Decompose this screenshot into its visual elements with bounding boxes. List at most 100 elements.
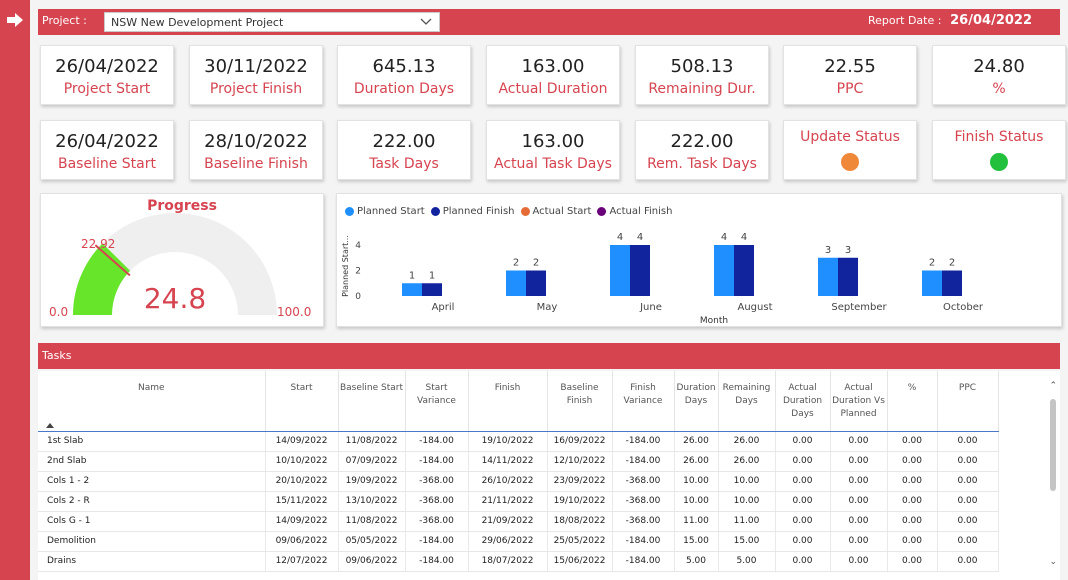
table-cell: 26.00 (674, 451, 719, 472)
table-cell: 0.00 (937, 511, 999, 532)
table-cell: -184.00 (405, 431, 469, 452)
column-header[interactable]: Finish Variance (612, 371, 675, 432)
column-header[interactable]: Remaining Days (718, 371, 776, 432)
sort-ascending-icon[interactable] (46, 422, 54, 428)
bar-planned-start (506, 270, 526, 296)
table-row[interactable]: Drains 12/07/2022 09/06/2022 -184.00 18/07/2… (38, 551, 999, 572)
bar-planned-start (714, 245, 734, 296)
x-axis-label: Month (700, 316, 728, 326)
table-cell: 5.00 (674, 551, 719, 572)
table-row[interactable]: Cols 1 - 2 20/10/2022 19/09/2022 -368.00 26/… (38, 471, 999, 492)
table-row[interactable]: 2nd Slab 10/10/2022 07/09/2022 -184.00 14/11… (38, 451, 999, 472)
column-header[interactable]: % (887, 371, 938, 432)
table-cell: 11/08/2022 (338, 511, 406, 532)
scroll-up-icon[interactable]: ⌃ (1049, 381, 1057, 391)
column-header[interactable]: Duration Days (674, 371, 719, 432)
legend-item-actual-start[interactable]: Actual Start (520, 206, 591, 217)
table-row[interactable]: Cols 2 - R 15/11/2022 13/10/2022 -368.00 21/… (38, 491, 999, 512)
table-cell: 19/10/2022 (468, 431, 548, 452)
column-header[interactable]: Actual Duration Vs Planned (830, 371, 888, 432)
bar-data-label: 2 (929, 258, 935, 269)
navigate-arrow-icon[interactable] (4, 10, 26, 30)
table-cell: 0.00 (775, 531, 831, 552)
table-row[interactable]: 1st Slab 14/09/2022 11/08/2022 -184.00 19/10… (38, 431, 999, 452)
kpi-caption: Baseline Finish (204, 156, 308, 172)
table-cell: 12/07/2022 (264, 551, 339, 572)
vertical-scrollbar[interactable]: ⌃ ⌄ (1044, 371, 1060, 580)
table-cell: 16/09/2022 (547, 431, 613, 452)
column-header[interactable]: Finish (468, 371, 548, 432)
legend-item-planned-finish[interactable]: Planned Finish (430, 206, 515, 217)
legend-swatch (520, 207, 530, 216)
table-row[interactable]: Cols G - 1 14/09/2022 11/08/2022 -368.00 21/… (38, 511, 999, 532)
column-header[interactable]: Actual Duration Days (775, 371, 831, 432)
table-cell: 10.00 (718, 491, 776, 512)
table-cell: -368.00 (405, 511, 469, 532)
column-header-label: Start Variance (417, 383, 456, 406)
table-cell: 09/06/2022 (264, 531, 339, 552)
table-cell: 18/07/2022 (468, 551, 548, 572)
kpi-value: 508.13 (670, 56, 734, 77)
table-cell: 20/10/2022 (264, 471, 339, 492)
kpi-value: 30/11/2022 (204, 56, 308, 77)
kpi-percent: 24.80 % (932, 45, 1066, 105)
kpi-caption: Project Start (63, 81, 151, 97)
gauge-min-label: 0.0 (49, 305, 68, 319)
bar-planned-finish (734, 245, 754, 296)
kpi-value: 24.80 (973, 56, 1025, 77)
kpi-project-start: 26/04/2022 Project Start (40, 45, 174, 105)
legend-item-actual-finish[interactable]: Actual Finish (597, 206, 672, 217)
column-header-label: Actual Duration Vs Planned (832, 383, 885, 419)
table-cell: 14/09/2022 (264, 431, 339, 452)
x-tick-label: August (738, 302, 773, 313)
column-header-label: Actual Duration Days (782, 383, 823, 419)
table-cell: 26.00 (718, 431, 776, 452)
project-dropdown[interactable]: NSW New Development Project (104, 12, 440, 32)
table-cell: 15/06/2022 (547, 551, 613, 572)
kpi-value: 26/04/2022 (55, 131, 159, 152)
column-header[interactable]: Baseline Finish (547, 371, 613, 432)
table-cell: 10.00 (674, 471, 719, 492)
left-rail (0, 0, 30, 580)
tasks-title: Tasks (42, 349, 72, 362)
table-cell: 0.00 (887, 451, 938, 472)
table-cell: 14/09/2022 (264, 511, 339, 532)
scroll-thumb[interactable] (1050, 399, 1056, 491)
column-header[interactable]: Name (38, 371, 266, 432)
table-cell: 0.00 (830, 491, 888, 512)
bar-planned-finish (838, 257, 858, 296)
table-cell: 5.00 (718, 551, 776, 572)
column-header[interactable]: Start (265, 371, 339, 432)
legend-item-planned-start[interactable]: Planned Start (345, 206, 425, 217)
table-row[interactable]: Demolition 09/06/2022 05/05/2022 -184.00 29/… (38, 531, 999, 552)
gauge-track (73, 213, 277, 315)
bar-planned-start (610, 245, 630, 296)
gauge-target-label: 22.92 (81, 237, 115, 251)
table-cell: Cols 1 - 2 (38, 471, 266, 492)
tasks-header-bar: Tasks (38, 343, 1060, 369)
project-header-bar: Project : NSW New Development Project Re… (38, 9, 1060, 35)
column-header-label: Baseline Finish (560, 383, 599, 406)
scroll-down-icon[interactable]: ⌄ (1049, 557, 1057, 567)
kpi-caption: Remaining Dur. (648, 81, 756, 97)
table-cell: 0.00 (830, 531, 888, 552)
bar-data-label: 3 (825, 245, 831, 256)
table-cell: 0.00 (887, 511, 938, 532)
finish-status-label: Finish Status (954, 129, 1044, 145)
table-cell: 0.00 (830, 431, 888, 452)
legend-swatch (345, 207, 354, 216)
x-tick-label: October (943, 302, 984, 313)
report-date-value: 26/04/2022 (950, 13, 1032, 28)
column-header-label: Remaining Days (722, 383, 771, 406)
monthly-bar-chart: Planned Start... Month 0 2 4 1 1 April 2 2 May 4 4… (341, 232, 984, 326)
table-body: 1st Slab 14/09/2022 11/08/2022 -184.00 19/10… (38, 431, 999, 572)
table-header-row: Name Start Baseline Start Start Variance Fin… (38, 371, 999, 432)
bar-data-label: 4 (617, 232, 623, 243)
column-header[interactable]: Baseline Start (338, 371, 406, 432)
progress-gauge-panel: Progress 22.92 24.8 0.0 100.0 (40, 193, 324, 327)
column-header[interactable]: Start Variance (405, 371, 469, 432)
table-cell: 0.00 (937, 451, 999, 472)
table-cell: 12/10/2022 (547, 451, 613, 472)
kpi-caption: Actual Duration (498, 81, 608, 97)
column-header[interactable]: PPC (937, 371, 999, 432)
